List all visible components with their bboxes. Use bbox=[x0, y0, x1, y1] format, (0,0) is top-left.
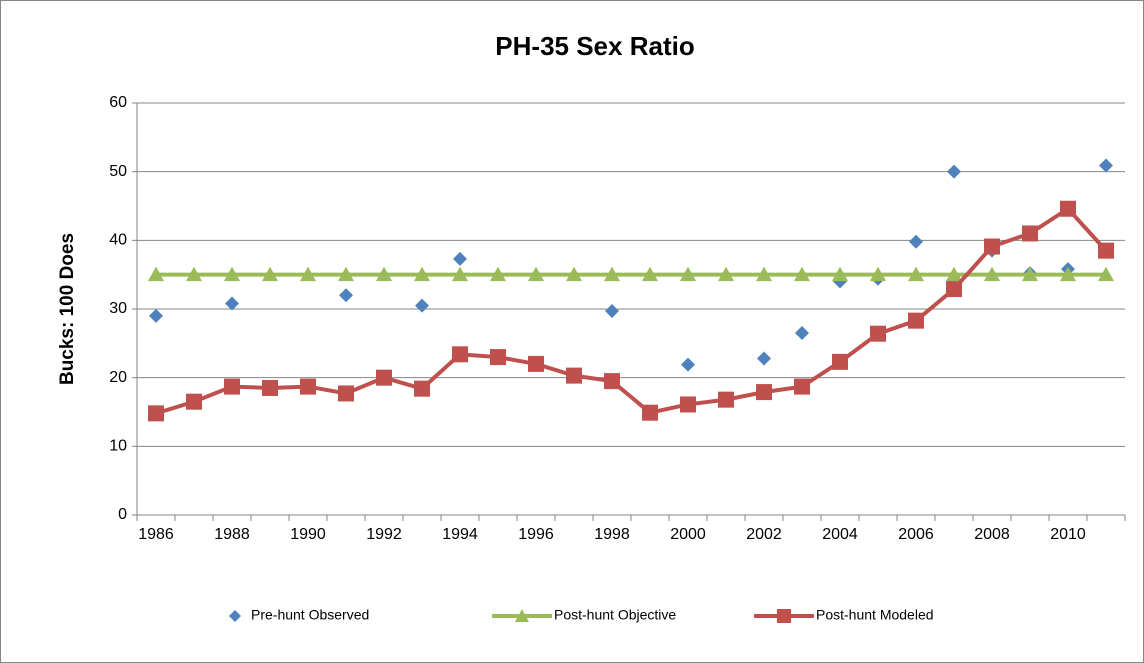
point bbox=[262, 379, 278, 396]
point bbox=[946, 281, 962, 298]
point bbox=[338, 266, 354, 282]
point bbox=[795, 326, 809, 341]
legend-marker bbox=[229, 610, 241, 622]
point bbox=[908, 266, 924, 282]
point bbox=[339, 288, 353, 303]
point bbox=[870, 266, 886, 282]
legend-label: Post-hunt Modeled bbox=[816, 607, 934, 623]
legend-label: Pre-hunt Observed bbox=[251, 607, 369, 623]
point bbox=[338, 385, 354, 402]
y-tick-label: 30 bbox=[109, 300, 127, 317]
point bbox=[604, 373, 620, 390]
x-tick-label: 1986 bbox=[138, 526, 174, 543]
y-tick-label: 20 bbox=[109, 369, 127, 386]
point bbox=[946, 266, 962, 282]
point bbox=[604, 266, 620, 282]
point bbox=[490, 266, 506, 282]
legend-marker bbox=[777, 609, 791, 623]
point bbox=[1098, 266, 1114, 282]
point bbox=[605, 304, 619, 319]
point bbox=[794, 378, 810, 395]
point bbox=[414, 266, 430, 282]
point bbox=[832, 353, 848, 370]
y-tick-label: 0 bbox=[118, 506, 127, 523]
point bbox=[453, 251, 467, 266]
point bbox=[566, 367, 582, 384]
point bbox=[718, 391, 734, 408]
point bbox=[262, 266, 278, 282]
point bbox=[186, 393, 202, 410]
chart-title: PH-35 Sex Ratio bbox=[495, 31, 694, 61]
x-tick-label: 1992 bbox=[366, 526, 402, 543]
point bbox=[376, 369, 392, 386]
x-tick-label: 2006 bbox=[898, 526, 934, 543]
y-axis-label: Bucks: 100 Does bbox=[57, 233, 78, 385]
point bbox=[908, 312, 924, 329]
x-tick-label: 2004 bbox=[822, 526, 858, 543]
point bbox=[681, 357, 695, 372]
point bbox=[224, 266, 240, 282]
point bbox=[566, 266, 582, 282]
point bbox=[300, 266, 316, 282]
point bbox=[225, 296, 239, 311]
point bbox=[642, 404, 658, 421]
point bbox=[642, 266, 658, 282]
point bbox=[528, 266, 544, 282]
point bbox=[984, 238, 1000, 255]
point bbox=[148, 405, 164, 422]
point bbox=[909, 234, 923, 249]
point bbox=[415, 298, 429, 313]
x-tick-label: 2002 bbox=[746, 526, 782, 543]
x-tick-label: 2000 bbox=[670, 526, 706, 543]
point bbox=[680, 396, 696, 413]
point bbox=[794, 266, 810, 282]
point bbox=[224, 378, 240, 395]
point bbox=[528, 355, 544, 372]
x-tick-label: 1998 bbox=[594, 526, 630, 543]
point bbox=[757, 351, 771, 366]
point bbox=[680, 266, 696, 282]
point bbox=[1022, 266, 1038, 282]
x-tick-label: 1996 bbox=[518, 526, 554, 543]
point bbox=[186, 266, 202, 282]
legend-label: Post-hunt Objective bbox=[554, 607, 676, 623]
point bbox=[756, 384, 772, 401]
point bbox=[1099, 158, 1113, 173]
point bbox=[300, 378, 316, 395]
legend-marker bbox=[515, 609, 529, 622]
point bbox=[832, 266, 848, 282]
x-tick-label: 1994 bbox=[442, 526, 478, 543]
y-tick-label: 40 bbox=[109, 232, 127, 249]
y-tick-label: 10 bbox=[109, 438, 127, 455]
point bbox=[490, 349, 506, 366]
point bbox=[452, 346, 468, 363]
point bbox=[1060, 200, 1076, 217]
y-tick-label: 50 bbox=[109, 163, 127, 180]
point bbox=[718, 266, 734, 282]
point bbox=[756, 266, 772, 282]
point bbox=[870, 325, 886, 342]
point bbox=[149, 308, 163, 323]
point bbox=[376, 266, 392, 282]
point bbox=[1060, 266, 1076, 282]
point bbox=[452, 266, 468, 282]
x-tick-label: 1988 bbox=[214, 526, 250, 543]
x-tick-label: 1990 bbox=[290, 526, 326, 543]
x-tick-label: 2010 bbox=[1050, 526, 1086, 543]
x-tick-label: 2008 bbox=[974, 526, 1010, 543]
point bbox=[984, 266, 1000, 282]
point bbox=[1022, 225, 1038, 242]
point bbox=[947, 164, 961, 179]
point bbox=[414, 380, 430, 397]
point bbox=[148, 266, 164, 282]
point bbox=[1098, 242, 1114, 259]
y-tick-label: 60 bbox=[109, 94, 127, 111]
